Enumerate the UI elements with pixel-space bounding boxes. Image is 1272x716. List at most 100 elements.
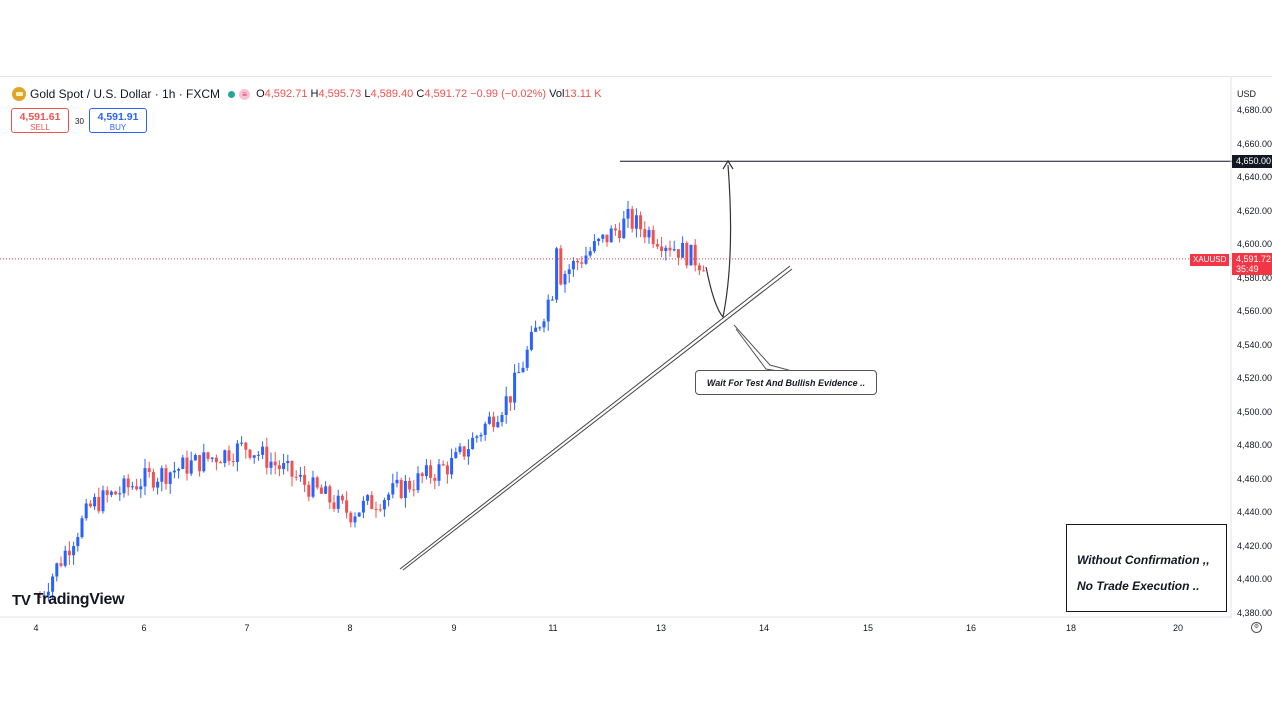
candle-body [164,468,168,484]
candle-body [97,496,101,512]
candle-body [177,468,181,471]
candle-body [672,249,676,251]
candle-body [513,372,517,403]
candle-body [72,546,76,556]
candle-body [559,248,563,285]
settings-icon[interactable]: ⚙ [1251,622,1262,633]
candle-body [571,260,575,270]
tradingview-logo-icon: TV [12,591,31,609]
candle-body [114,491,118,495]
candle-body [80,518,84,538]
candle-body [508,396,512,403]
candle-body [265,446,269,468]
candle-body [424,465,428,477]
candle-body [584,255,588,264]
candle-body [429,465,433,478]
candle-body [198,455,202,472]
candle-body [458,446,462,453]
candle-body [109,491,113,495]
note-annotation[interactable]: Without Confirmation ,, No Trade Executi… [1066,524,1227,612]
bar-countdown: 35:49 [1236,264,1259,274]
candle-body [563,273,567,285]
candle-body [122,478,126,494]
candle-body [324,486,328,494]
candle-body [156,481,160,488]
y-tick-label: 4,380.00 [1237,607,1272,618]
candle-body [273,461,277,466]
axis-currency[interactable]: USD [1237,89,1257,99]
x-tick-label: 6 [141,623,147,633]
tradingview-logo[interactable]: TV TradingView [12,591,125,609]
candle-body [219,462,223,464]
candle-body [240,442,244,444]
candle-body [147,468,151,473]
candle-body [450,457,454,475]
y-tick-label: 4,480.00 [1237,440,1272,450]
candle-body [42,595,46,597]
y-tick-label: 4,680.00 [1237,105,1272,115]
candle-body [181,457,185,469]
candle-body [437,464,441,481]
x-tick-label: 16 [965,623,977,633]
candle-body [101,490,105,512]
candle-body [697,265,701,271]
candle-body [248,449,252,458]
y-tick-label: 4,660.00 [1237,138,1272,149]
candle-body [471,437,475,450]
candle-body [303,474,307,485]
candle-body [298,474,302,477]
candle-body [399,479,403,498]
candle-body [118,493,122,495]
candle-body [408,480,412,490]
candle-body [601,234,605,239]
candle-body [67,550,71,556]
y-tick-label: 4,640.00 [1237,172,1272,182]
candle-body [286,461,290,464]
candle-body [395,479,399,484]
candle-body [693,244,697,266]
candle-body [454,452,458,458]
candle-body [416,473,420,491]
chart-header: Gold Spot / U.S. Dollar · 1h · FXCM ≡ O4… [12,87,602,101]
candle-body [105,490,109,495]
candle-body [643,229,647,238]
price-chart[interactable] [0,77,1272,647]
candle-body [332,502,336,509]
candle-body [223,450,227,464]
projection-path [705,164,732,319]
candle-body [702,270,706,272]
candle-body [261,446,265,455]
candle-body [433,477,437,481]
candle-body [126,478,130,488]
callout-annotation[interactable]: Wait For Test And Bullish Evidence .. [695,370,877,395]
candle-body [168,472,172,484]
candle-body [660,246,664,252]
candle-body [555,248,559,300]
candle-body [664,247,668,252]
candle-body [84,503,88,519]
candle-body [529,331,533,350]
market-open-icon [228,90,236,98]
candle-body [135,486,139,490]
buy-label: BUY [109,123,127,132]
candle-body [38,596,42,598]
candle-body [613,228,617,231]
candle-body [193,455,197,461]
trendline [402,268,793,571]
candle-body [366,495,370,501]
y-tick-label: 4,560.00 [1237,306,1272,316]
candle-body [542,321,546,328]
candle-body [487,416,491,424]
symbol-title[interactable]: Gold Spot / U.S. Dollar · 1h · FXCM [30,87,221,101]
candle-body [357,512,361,517]
candle-body [681,242,685,258]
y-tick-label: 4,460.00 [1237,473,1272,484]
candle-body [517,372,521,374]
sell-button[interactable]: 4,591.61 SELL [11,108,69,133]
candle-body [282,463,286,470]
buy-button[interactable]: 4,591.91 BUY [89,108,147,133]
candle-body [580,262,584,264]
y-tick-label: 4,580.00 [1237,272,1272,283]
events-icon[interactable]: ≡ [239,88,251,100]
candle-body [160,468,164,482]
